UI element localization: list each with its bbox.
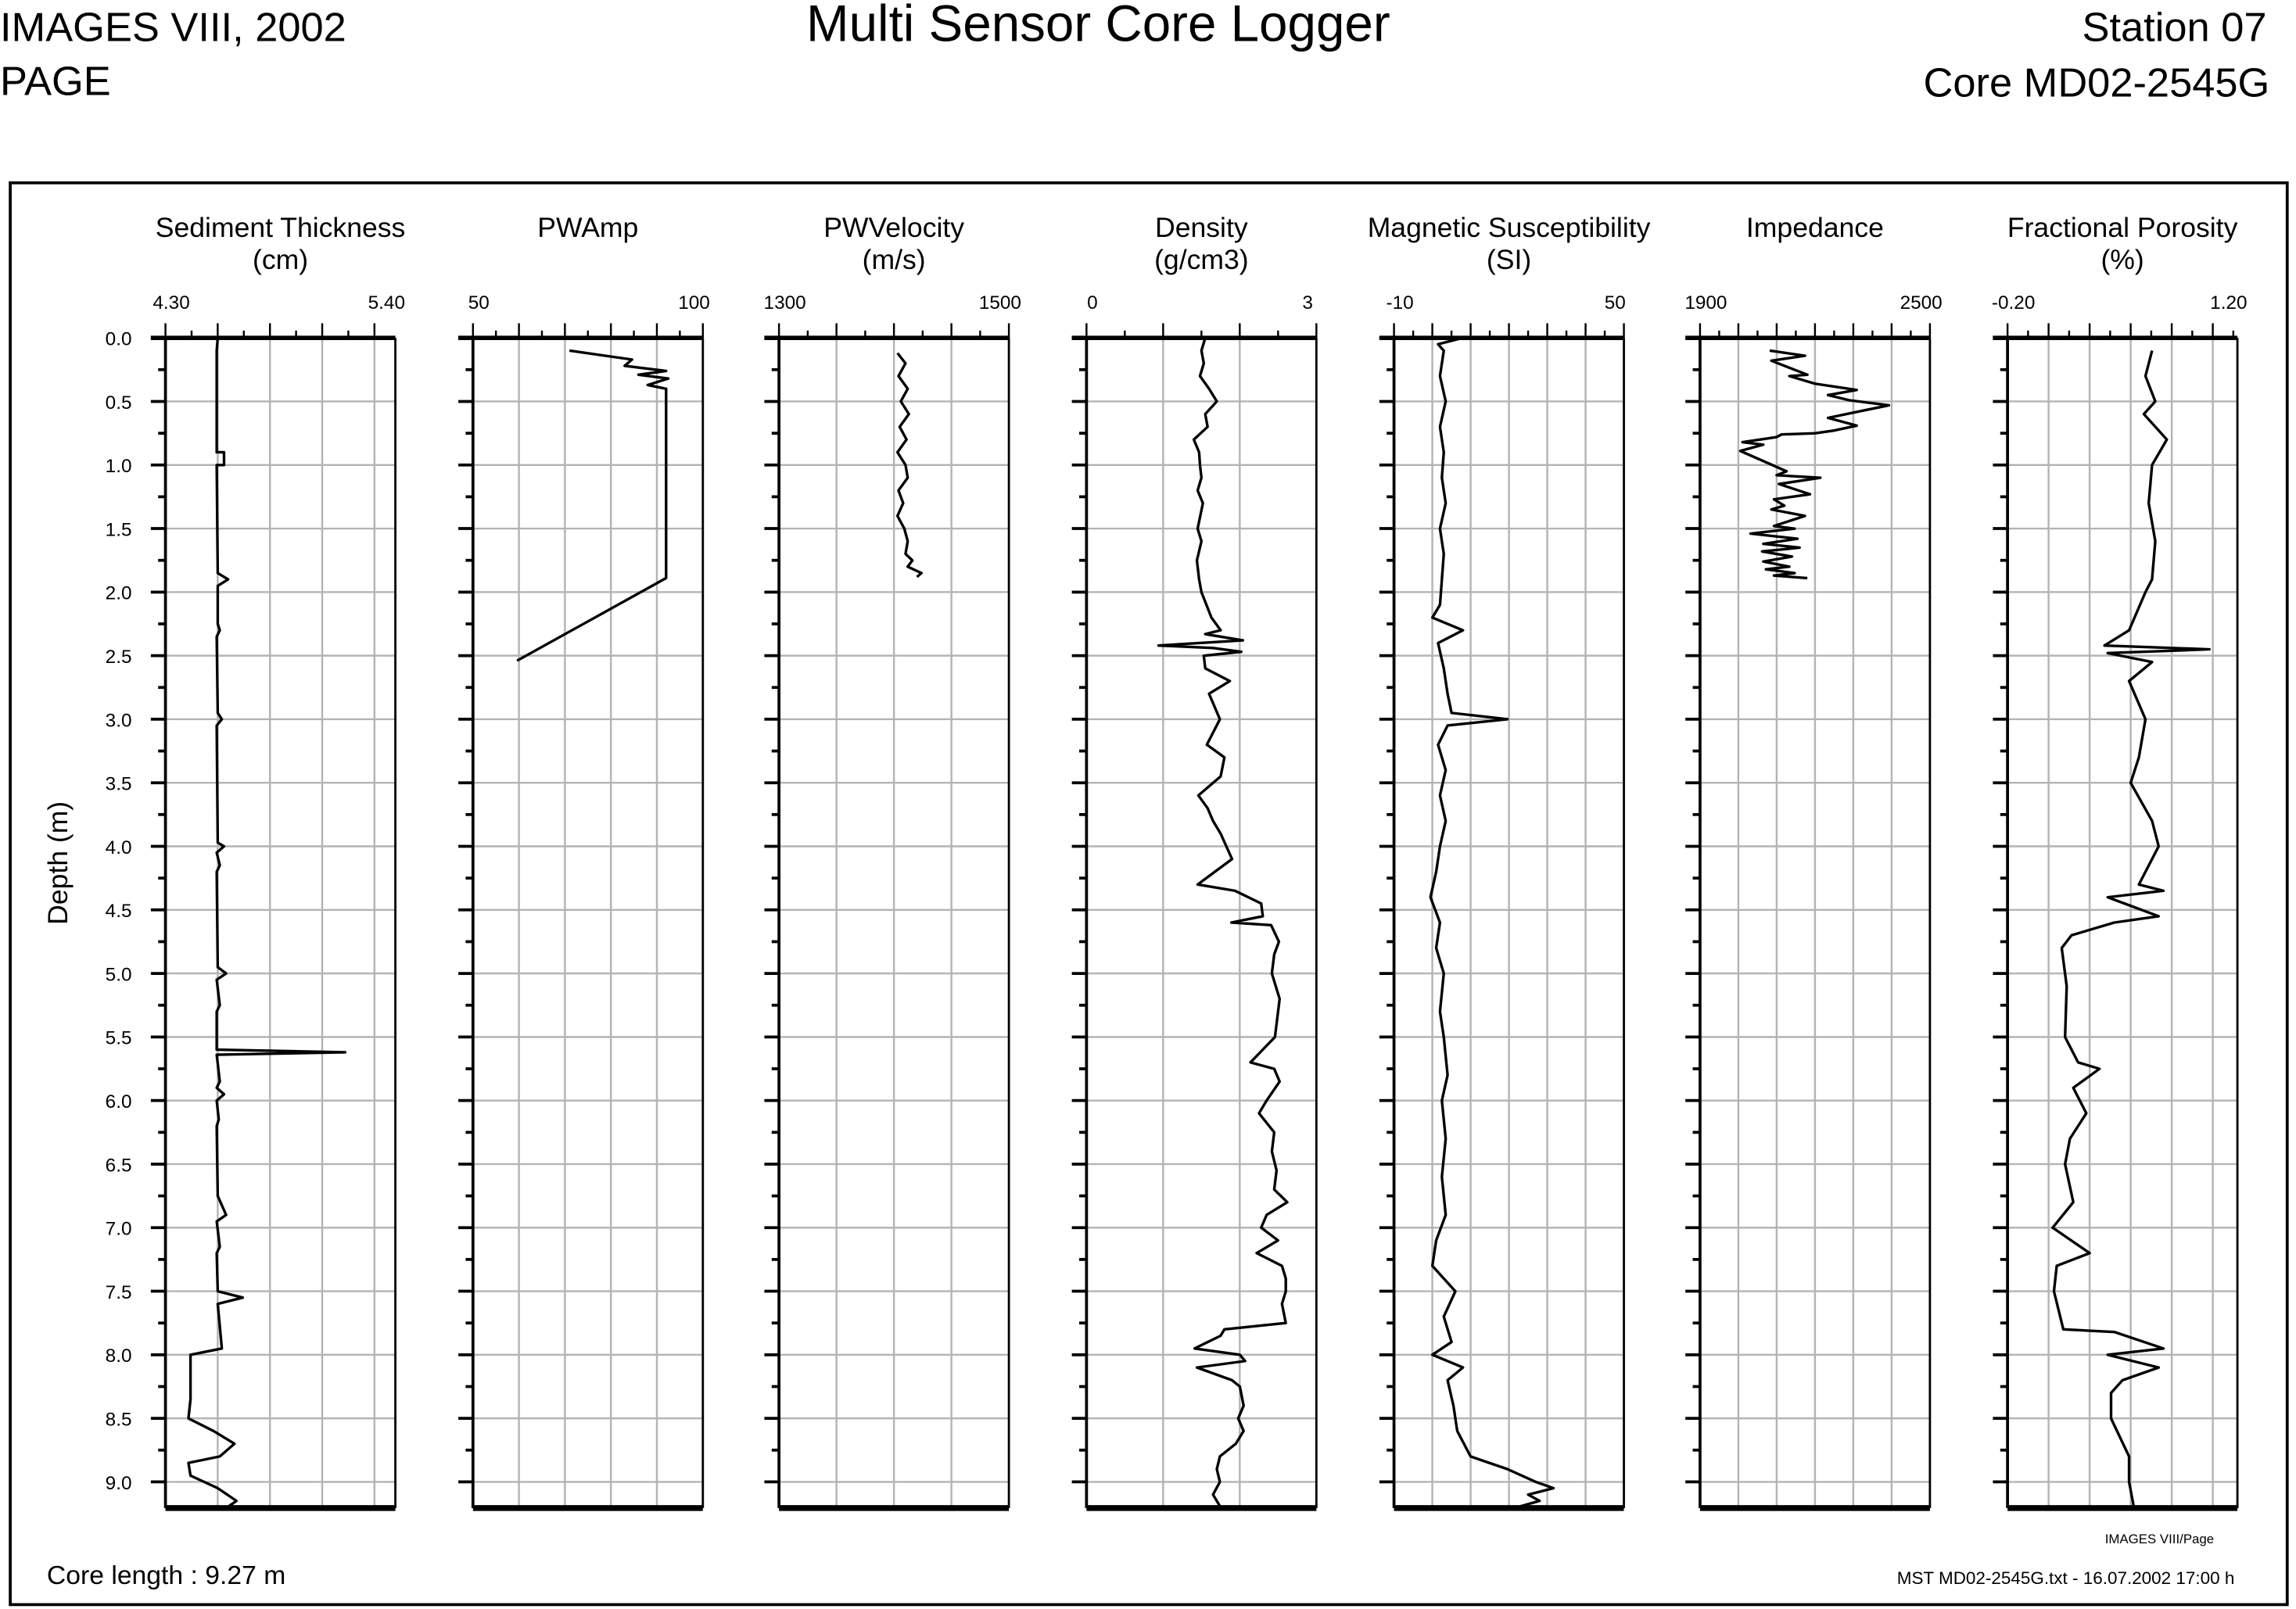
depth-tick-label: 4.0 xyxy=(106,837,132,858)
depth-tick-label: 6.0 xyxy=(106,1091,132,1113)
x-max-label: 100 xyxy=(678,292,710,314)
panel-unit: (SI) xyxy=(1487,244,1531,275)
panel-unit: (cm) xyxy=(253,244,308,275)
series-line-pwamp xyxy=(516,349,670,662)
depth-tick-label: 0.0 xyxy=(106,329,132,350)
x-min-label: 1900 xyxy=(1684,292,1727,314)
depth-tick-label: 7.5 xyxy=(106,1282,132,1303)
panel-unit: (%) xyxy=(2100,244,2144,275)
panel-unit: (m/s) xyxy=(863,244,926,275)
depth-tick-label: 5.0 xyxy=(106,964,132,985)
panel-5: Impedance 1900 2500 xyxy=(1684,212,1943,1511)
x-min-label: 4.30 xyxy=(152,292,189,314)
chart-frame xyxy=(9,181,2289,1607)
depth-tick-label: 4.5 xyxy=(106,901,132,922)
page-label: PAGE xyxy=(0,59,111,105)
x-max-label: 3 xyxy=(1302,292,1313,314)
x-max-label: 50 xyxy=(1605,292,1626,314)
depth-tick-label: 5.5 xyxy=(106,1028,132,1049)
panel-1: PWAmp 50 100 xyxy=(458,212,710,1511)
panels: Sediment Thickness(cm) 4.30 5.40 PWAmp 50 100… xyxy=(106,212,2248,1511)
panel-0: Sediment Thickness(cm) 4.30 5.40 xyxy=(150,212,406,1511)
depth-tick-label: 1.5 xyxy=(106,519,132,540)
depth-tick-label: 3.0 xyxy=(106,710,132,731)
panel-title: Density xyxy=(1155,212,1248,243)
panel-title: Sediment Thickness xyxy=(156,212,406,243)
panel-title: PWVelocity xyxy=(823,212,964,243)
x-max-label: 1.20 xyxy=(2210,292,2247,314)
panel-title: Impedance xyxy=(1746,212,1884,243)
depth-tick-label: 7.0 xyxy=(106,1219,132,1240)
depth-tick-label: 0.5 xyxy=(106,392,132,414)
series-line-sediment-thickness xyxy=(187,338,347,1510)
depth-tick-label: 6.5 xyxy=(106,1155,132,1176)
x-min-label: 1300 xyxy=(764,292,806,314)
series-line-pwvelocity xyxy=(895,352,924,579)
depth-tick-label: 2.5 xyxy=(106,647,132,668)
x-min-label: -10 xyxy=(1386,292,1413,314)
panel-3: Density(g/cm3) 0 3 xyxy=(1071,212,1318,1511)
panel-4: Magnetic Susceptibility(SI) -10 50 xyxy=(1368,212,1651,1511)
depth-tick-label: 8.0 xyxy=(106,1346,132,1367)
panel-2: PWVelocity(m/s) 1300 1500 xyxy=(764,212,1021,1511)
station-label: Station 07 xyxy=(2083,5,2267,50)
series-line-density xyxy=(1157,337,1289,1508)
series-line-fractional-porosity xyxy=(2051,350,2212,1508)
file-info: MST MD02-2545G.txt - 16.07.2002 17:00 h xyxy=(1897,1568,2235,1588)
depth-tick-label: 3.5 xyxy=(106,774,132,795)
panel-title: Fractional Porosity xyxy=(2007,212,2238,243)
x-max-label: 1500 xyxy=(979,292,1021,314)
credit-label: IMAGES VIII/Page xyxy=(2105,1532,2214,1546)
panel-unit: (g/cm3) xyxy=(1154,244,1249,275)
depth-tick-label: 8.5 xyxy=(106,1409,132,1430)
x-min-label: 0 xyxy=(1087,292,1098,314)
x-min-label: 50 xyxy=(468,292,490,314)
depth-axis-label: Depth (m) xyxy=(42,801,74,925)
page-title: Multi Sensor Core Logger xyxy=(806,0,1390,52)
core-length: Core length : 9.27 m xyxy=(47,1561,285,1590)
expedition-label: IMAGES VIII, 2002 xyxy=(0,5,346,50)
series-line-impedance xyxy=(1738,349,1891,580)
panel-6: Fractional Porosity(%) -0.20 1.20 xyxy=(1992,212,2248,1511)
depth-tick-label: 9.0 xyxy=(106,1473,132,1494)
depth-tick-label: 2.0 xyxy=(106,583,132,604)
x-max-label: 2500 xyxy=(1900,292,1943,314)
panel-title: PWAmp xyxy=(537,212,638,243)
core-label: Core MD02-2545G xyxy=(1924,60,2270,106)
x-max-label: 5.40 xyxy=(368,292,405,314)
panel-title: Magnetic Susceptibility xyxy=(1368,212,1651,243)
depth-tick-label: 1.0 xyxy=(106,456,132,477)
x-min-label: -0.20 xyxy=(1992,292,2035,314)
series-line-magnetic-susceptibility xyxy=(1429,336,1555,1510)
